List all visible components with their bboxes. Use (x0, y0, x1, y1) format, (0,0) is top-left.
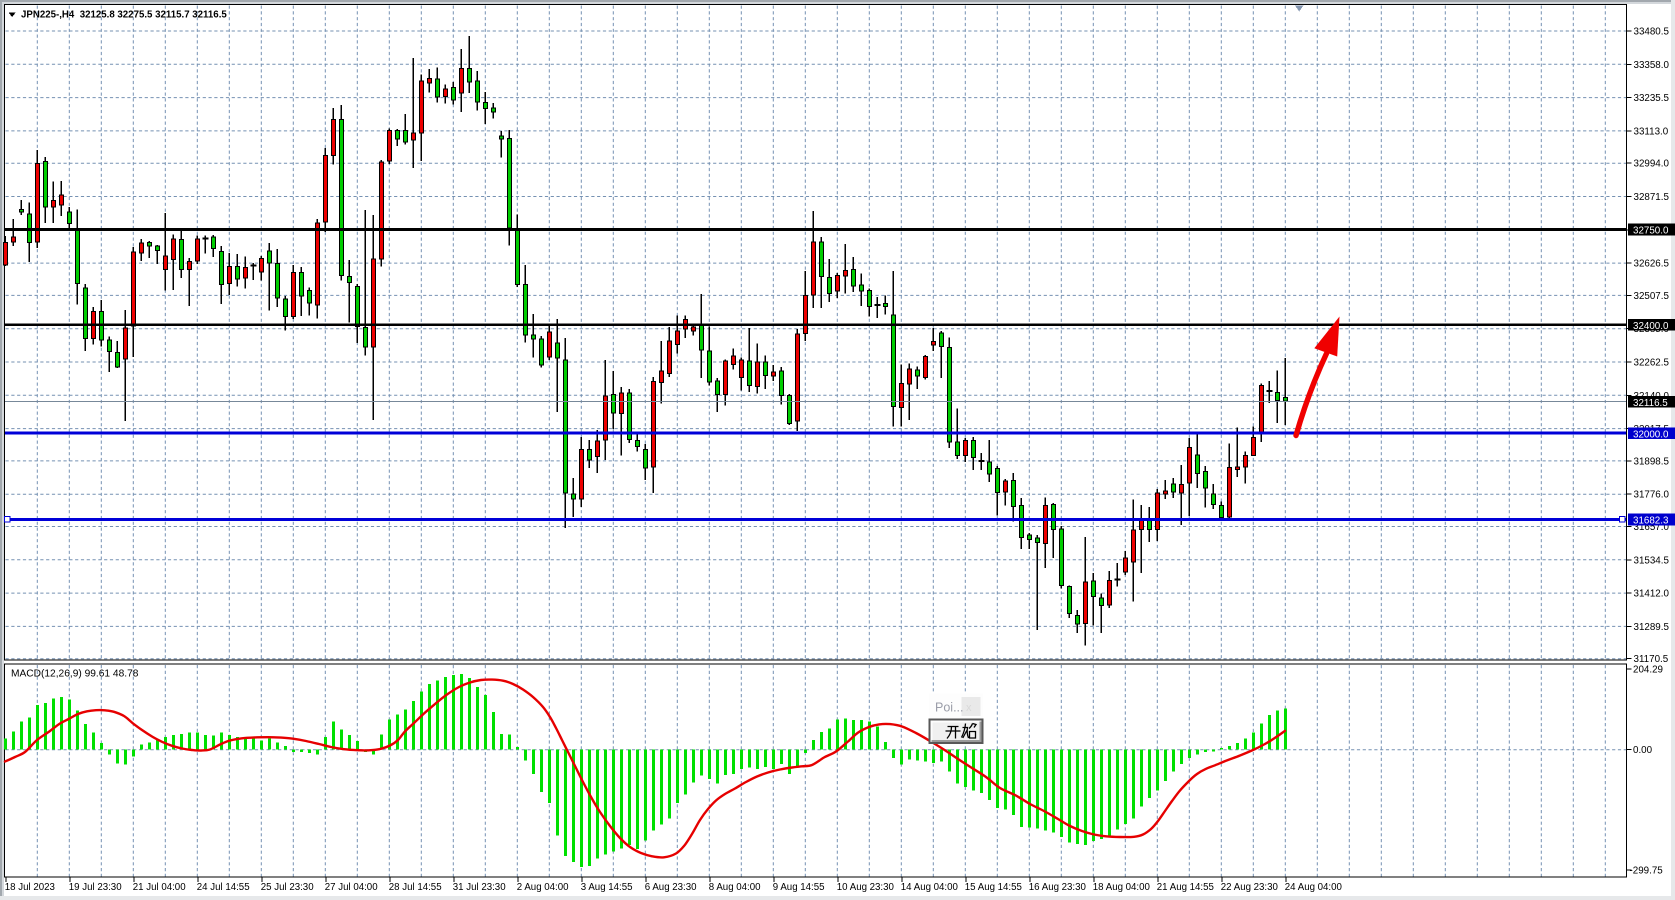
svg-text:18 Jul 2023: 18 Jul 2023 (5, 882, 55, 893)
svg-text:24 Jul 14:55: 24 Jul 14:55 (197, 882, 250, 893)
svg-text:3 Aug 14:55: 3 Aug 14:55 (581, 882, 633, 893)
svg-text:14 Aug 04:00: 14 Aug 04:00 (901, 882, 959, 893)
svg-text:31534.5: 31534.5 (1634, 555, 1670, 566)
svg-text:21 Aug 14:55: 21 Aug 14:55 (1157, 882, 1214, 893)
svg-text:2 Aug 04:00: 2 Aug 04:00 (517, 882, 569, 893)
svg-text:31682.3: 31682.3 (1633, 516, 1669, 527)
svg-text:25 Jul 23:30: 25 Jul 23:30 (261, 882, 314, 893)
svg-text:27 Jul 04:00: 27 Jul 04:00 (325, 882, 378, 893)
svg-text:32994.0: 32994.0 (1634, 159, 1670, 170)
svg-text:9 Aug 14:55: 9 Aug 14:55 (773, 882, 825, 893)
svg-text:33358.0: 33358.0 (1634, 60, 1670, 71)
svg-text:31170.5: 31170.5 (1634, 654, 1669, 665)
svg-text:6 Aug 23:30: 6 Aug 23:30 (645, 882, 697, 893)
svg-text:33480.5: 33480.5 (1634, 27, 1670, 38)
svg-text:32262.5: 32262.5 (1634, 358, 1670, 369)
svg-text:31657.0: 31657.0 (1634, 522, 1670, 533)
svg-text:8 Aug 04:00: 8 Aug 04:00 (709, 882, 761, 893)
svg-text:15 Aug 14:55: 15 Aug 14:55 (965, 882, 1022, 893)
svg-text:32750.0: 32750.0 (1633, 226, 1669, 237)
svg-text:x: x (966, 702, 972, 714)
svg-text:18 Aug 04:00: 18 Aug 04:00 (1093, 882, 1151, 893)
svg-text:32507.5: 32507.5 (1634, 291, 1670, 302)
svg-text:10 Aug 23:30: 10 Aug 23:30 (837, 882, 895, 893)
svg-text:-299.75: -299.75 (1630, 866, 1664, 877)
svg-text:31776.0: 31776.0 (1634, 490, 1670, 501)
svg-text:32116.5: 32116.5 (1633, 398, 1668, 409)
svg-text:32400.0: 32400.0 (1633, 321, 1669, 332)
svg-text:JPN225-,H4 32125.8 32275.5 32: JPN225-,H4 32125.8 32275.5 32115.7 32116… (21, 9, 227, 20)
svg-text:31412.0: 31412.0 (1634, 589, 1670, 600)
svg-text:32000.0: 32000.0 (1633, 429, 1669, 440)
svg-text:204.29: 204.29 (1633, 665, 1663, 676)
svg-text:0.00: 0.00 (1633, 745, 1653, 756)
svg-text:21 Jul 04:00: 21 Jul 04:00 (133, 882, 186, 893)
svg-text:33113.0: 33113.0 (1634, 126, 1669, 137)
svg-text:31 Jul 23:30: 31 Jul 23:30 (453, 882, 506, 893)
svg-text:31289.5: 31289.5 (1634, 622, 1670, 633)
svg-text:19 Jul 23:30: 19 Jul 23:30 (69, 882, 122, 893)
svg-text:16 Aug 23:30: 16 Aug 23:30 (1029, 882, 1087, 893)
svg-text:32871.5: 32871.5 (1634, 192, 1670, 203)
svg-text:MACD(12,26,9) 99.61 48.78: MACD(12,26,9) 99.61 48.78 (11, 669, 139, 680)
svg-text:33235.5: 33235.5 (1634, 93, 1670, 104)
svg-text:28 Jul 14:55: 28 Jul 14:55 (389, 882, 442, 893)
svg-text:31898.5: 31898.5 (1634, 456, 1670, 467)
svg-text:Poi...: Poi... (935, 701, 964, 715)
svg-text:32626.5: 32626.5 (1634, 259, 1670, 270)
svg-text:22 Aug 23:30: 22 Aug 23:30 (1221, 882, 1279, 893)
svg-text:24 Aug 04:00: 24 Aug 04:00 (1285, 882, 1343, 893)
